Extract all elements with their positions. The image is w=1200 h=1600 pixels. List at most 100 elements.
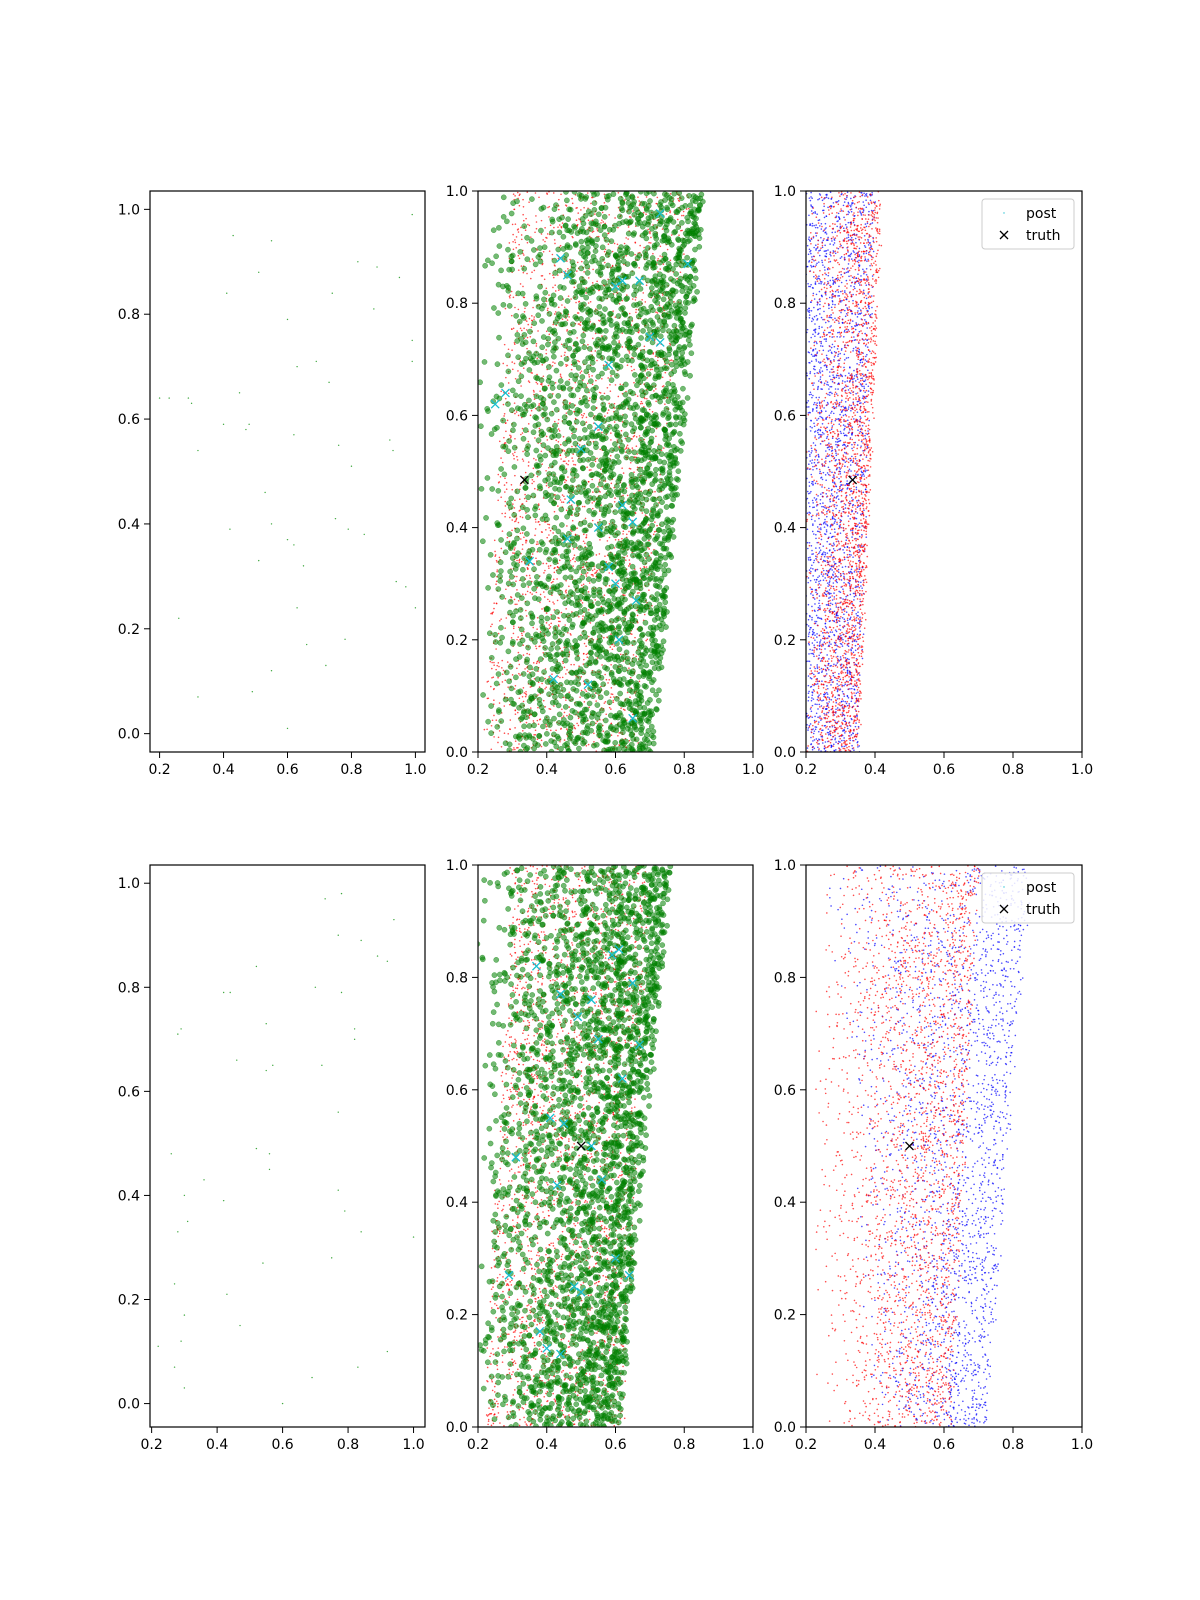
data-point bbox=[512, 248, 515, 251]
data-point bbox=[570, 368, 573, 371]
data-point bbox=[628, 559, 631, 561]
data-point bbox=[549, 708, 552, 711]
data-point bbox=[613, 410, 620, 416]
data-point bbox=[645, 566, 648, 568]
data-point bbox=[576, 261, 579, 264]
data-point bbox=[504, 450, 506, 452]
data-point bbox=[494, 550, 496, 553]
data-point bbox=[542, 699, 545, 702]
data-point bbox=[551, 715, 557, 722]
data-point bbox=[513, 598, 516, 601]
data-point bbox=[648, 408, 651, 411]
data-point bbox=[679, 440, 686, 446]
data-point bbox=[675, 236, 681, 242]
data-point bbox=[490, 724, 493, 727]
data-point bbox=[649, 522, 655, 529]
data-point bbox=[649, 368, 652, 371]
data-point bbox=[503, 669, 510, 676]
data-point bbox=[532, 261, 539, 268]
data-point bbox=[508, 696, 514, 703]
data-point bbox=[560, 385, 567, 392]
data-point bbox=[543, 278, 546, 281]
data-point bbox=[583, 206, 585, 209]
data-point bbox=[656, 359, 659, 362]
data-point bbox=[634, 253, 636, 256]
data-point bbox=[500, 301, 507, 308]
data-point bbox=[628, 476, 635, 483]
data-point bbox=[546, 364, 552, 370]
data-point bbox=[607, 409, 610, 411]
data-point bbox=[664, 403, 666, 405]
data-point bbox=[547, 466, 550, 469]
data-point bbox=[608, 706, 611, 709]
data-point bbox=[504, 477, 506, 480]
data-point bbox=[535, 557, 537, 560]
data-point bbox=[538, 205, 545, 212]
data-point bbox=[618, 244, 624, 250]
data-point bbox=[511, 421, 517, 428]
data-point bbox=[539, 516, 546, 522]
data-point bbox=[585, 456, 592, 463]
data-point bbox=[605, 346, 611, 353]
data-point bbox=[518, 336, 525, 342]
data-point bbox=[581, 426, 588, 433]
data-point bbox=[625, 605, 632, 611]
data-point bbox=[604, 733, 610, 739]
data-point bbox=[588, 638, 594, 644]
data-point bbox=[587, 591, 590, 593]
data-point bbox=[521, 458, 524, 461]
data-point bbox=[501, 681, 504, 683]
data-point bbox=[497, 632, 500, 635]
data-point bbox=[542, 645, 548, 651]
data-point bbox=[629, 676, 632, 679]
data-point bbox=[562, 484, 569, 490]
data-point bbox=[526, 367, 533, 373]
data-point bbox=[568, 316, 570, 318]
data-point bbox=[516, 575, 518, 578]
data-point bbox=[510, 619, 516, 626]
data-point bbox=[586, 572, 589, 574]
data-point bbox=[543, 596, 546, 598]
data-point bbox=[639, 567, 642, 570]
data-point bbox=[556, 578, 558, 580]
data-point bbox=[503, 705, 506, 707]
data-point bbox=[270, 670, 273, 672]
data-point bbox=[559, 631, 565, 638]
data-point bbox=[565, 509, 568, 512]
data-point bbox=[514, 727, 516, 729]
data-point bbox=[508, 728, 511, 730]
data-point bbox=[492, 631, 499, 638]
data-point bbox=[671, 322, 678, 329]
data-point bbox=[524, 695, 527, 698]
data-point bbox=[631, 438, 633, 440]
data-point bbox=[644, 465, 650, 471]
data-point bbox=[490, 748, 493, 751]
data-point bbox=[572, 565, 574, 567]
data-point bbox=[622, 413, 628, 420]
data-point bbox=[601, 431, 603, 434]
data-point bbox=[555, 540, 562, 547]
data-point bbox=[554, 290, 557, 292]
data-point bbox=[238, 392, 241, 394]
x-tick-label: 0.4 bbox=[212, 762, 234, 778]
data-point bbox=[679, 271, 682, 274]
data-point bbox=[629, 461, 632, 464]
data-point bbox=[575, 555, 582, 562]
data-point bbox=[544, 677, 547, 680]
data-point bbox=[525, 540, 527, 542]
data-point bbox=[605, 678, 608, 681]
data-point bbox=[614, 497, 616, 500]
data-point bbox=[511, 519, 514, 521]
data-point bbox=[633, 471, 635, 473]
data-point bbox=[664, 371, 667, 374]
data-point bbox=[644, 567, 651, 574]
data-point bbox=[411, 360, 413, 363]
data-point bbox=[547, 523, 549, 526]
data-point bbox=[646, 675, 652, 682]
data-point bbox=[549, 729, 552, 732]
data-point bbox=[604, 555, 606, 557]
data-point bbox=[552, 276, 555, 279]
data-point bbox=[500, 618, 502, 620]
data-point bbox=[521, 532, 524, 534]
data-point bbox=[633, 434, 636, 437]
